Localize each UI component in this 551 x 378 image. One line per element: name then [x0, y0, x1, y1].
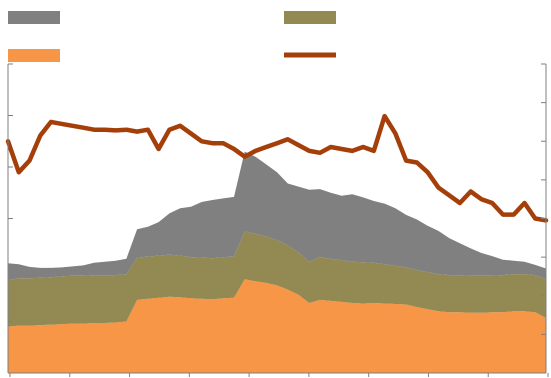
legend: [8, 11, 336, 62]
area-middle: [8, 231, 546, 327]
line-series: [5, 113, 549, 223]
area-top: [8, 151, 546, 281]
legend-swatch-3: [8, 49, 60, 62]
legend-item-3: [8, 49, 60, 62]
legend-swatch-1: [8, 11, 60, 24]
legend-item-2: [284, 11, 336, 24]
area-bottom: [8, 279, 546, 373]
plot-area: [5, 63, 549, 377]
legend-item-1: [8, 11, 60, 24]
legend-swatch-2: [284, 11, 336, 24]
